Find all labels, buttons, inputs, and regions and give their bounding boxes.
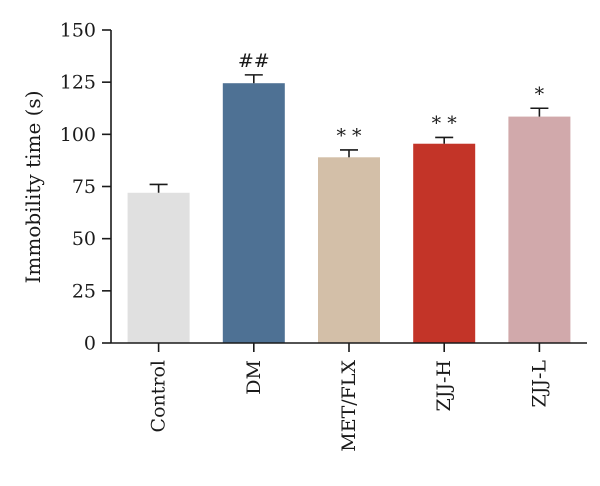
x-tick-label: Control bbox=[148, 360, 170, 432]
y-tick-label: 150 bbox=[60, 20, 96, 42]
significance-marker: * bbox=[535, 83, 545, 105]
x-tick-label: ZJJ-L bbox=[528, 360, 550, 408]
x-tick-label: MET/FLX bbox=[338, 360, 360, 452]
significance-marker: ## bbox=[238, 50, 270, 72]
x-tick-label: DM bbox=[243, 360, 265, 395]
x-axis-ticks: Control DM MET/FLX ZJJ-H ZJJ-L bbox=[148, 343, 550, 452]
x-tick-label: ZJJ-H bbox=[433, 360, 455, 411]
y-tick-label: 75 bbox=[72, 176, 96, 198]
bars bbox=[127, 83, 571, 344]
significance-markers: ## * * * * * bbox=[238, 50, 545, 147]
y-tick-label: 100 bbox=[60, 124, 96, 146]
y-tick-label: 125 bbox=[60, 72, 96, 94]
y-axis-ticks: 0 25 50 75 100 125 150 bbox=[60, 20, 111, 355]
bar-met-flx bbox=[318, 157, 380, 343]
error-bars bbox=[149, 74, 549, 193]
bar-control bbox=[127, 192, 190, 343]
y-axis-title: Immobility time (s) bbox=[21, 90, 45, 283]
y-tick-label: 0 bbox=[84, 333, 96, 355]
significance-marker: * * bbox=[432, 112, 458, 134]
y-tick-label: 25 bbox=[72, 280, 96, 302]
y-tick-label: 50 bbox=[72, 228, 96, 250]
bar-dm bbox=[222, 83, 285, 344]
bar-zjj-h bbox=[413, 143, 476, 343]
bar-zjj-l bbox=[508, 116, 571, 343]
significance-marker: * * bbox=[336, 125, 362, 147]
